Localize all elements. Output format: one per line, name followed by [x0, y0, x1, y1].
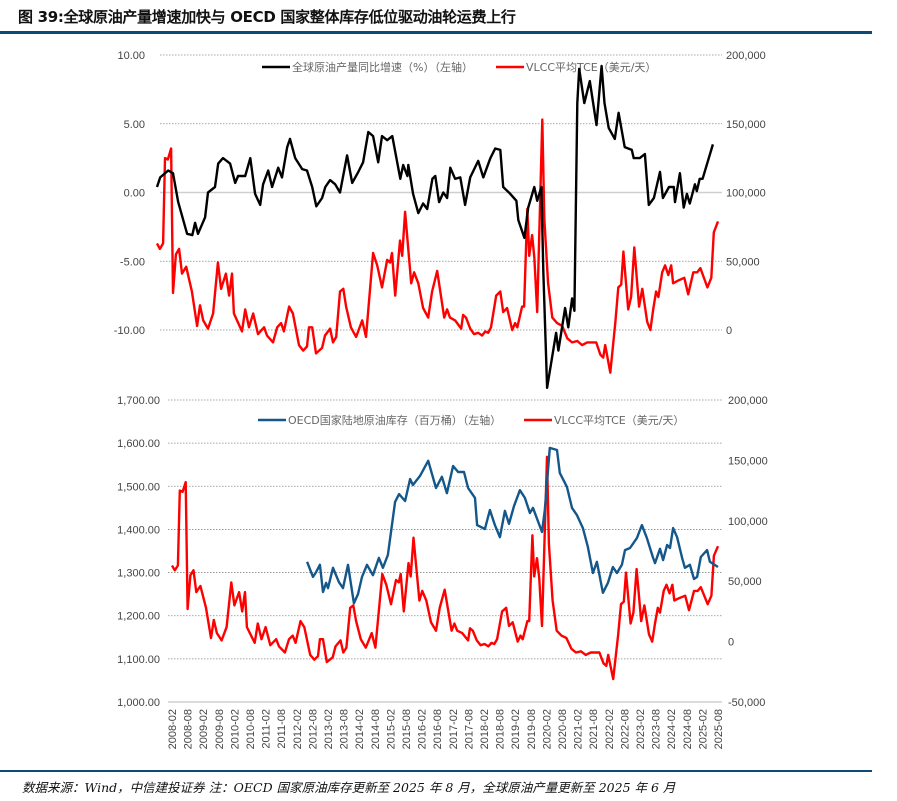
y-left-tick-label: 1,100.00	[117, 654, 160, 666]
x-tick-label: 2013-08	[339, 709, 351, 749]
x-tick-label: 2023-08	[651, 709, 663, 749]
x-tick-label: 2014-08	[370, 709, 382, 749]
x-tick-label: 2009-02	[198, 709, 210, 749]
y-left-tick-label: 5.00	[124, 119, 145, 131]
x-tick-label: 2018-02	[479, 709, 491, 749]
title-rule	[0, 31, 872, 34]
x-tick-label: 2024-02	[666, 709, 678, 749]
y-right-tick-label: 200,000	[728, 395, 768, 407]
x-tick-label: 2011-08	[276, 709, 288, 749]
x-tick-label: 2025-08	[713, 709, 725, 749]
x-tick-label: 2021-02	[573, 709, 585, 749]
y-left-tick-label: 1,200.00	[117, 611, 160, 623]
x-tick-label: 2020-02	[541, 709, 553, 749]
x-tick-label: 2010-02	[229, 709, 241, 749]
x-tick-label: 2016-08	[432, 709, 444, 749]
y-left-tick-label: 1,700.00	[117, 395, 160, 407]
x-tick-label: 2020-08	[557, 709, 569, 749]
y-left-tick-label: -10.00	[114, 325, 145, 337]
vlcc-tce-line	[155, 118, 720, 374]
x-tick-label: 2022-02	[604, 709, 616, 749]
y-right-tick-label: 200,000	[726, 50, 766, 62]
x-tick-label: 2015-02	[385, 709, 397, 749]
vlcc-tce-line	[170, 455, 720, 681]
y-right-tick-label: 50,000	[726, 256, 760, 268]
x-tick-label: 2022-08	[619, 709, 631, 749]
x-tick-label: 2012-02	[292, 709, 304, 749]
y-right-tick-label: -50,000	[728, 697, 765, 709]
oecd-inventory-line	[305, 446, 719, 605]
x-tick-label: 2025-02	[697, 709, 709, 749]
x-tick-label: 2008-08	[183, 709, 195, 749]
source-note: 数据来源：Wind，中信建投证券 注：OECD 国家原油库存更新至 2025 年…	[22, 780, 676, 795]
y-left-tick-label: 1,400.00	[117, 524, 160, 536]
y-left-tick-label: 10.00	[117, 50, 145, 62]
x-tick-label: 2009-08	[214, 709, 226, 749]
top-chart-production-vs-vlcc: 10.00 5.00 0.00 -5.00 -10.00 200,000 150,000 10…	[114, 50, 766, 389]
figure-title: 图 39:全球原油产量增速加快与 OECD 国家整体库存低位驱动油轮运费上行	[18, 8, 516, 26]
x-tick-label: 2019-02	[510, 709, 522, 749]
x-tick-label: 2011-02	[261, 709, 273, 749]
y-left-tick-label: 1,500.00	[117, 481, 160, 493]
bottom-chart-oecd-vs-vlcc: 1,700.00 1,600.00 1,500.00 1,400.00 1,300.00…	[117, 395, 768, 749]
x-tick-label: 2008-02	[167, 709, 179, 749]
y-left-tick-label: -5.00	[120, 256, 145, 268]
y-left-tick-label: 1,600.00	[117, 438, 160, 450]
x-tick-label: 2023-02	[635, 709, 647, 749]
footer-rule	[0, 770, 872, 772]
x-tick-label: 2021-08	[588, 709, 600, 749]
legend-label: 全球原油产量同比增速（%）（左轴）	[292, 60, 473, 74]
y-left-tick-label: 0.00	[124, 188, 145, 200]
y-left-tick-label: 1,000.00	[117, 697, 160, 709]
x-tick-label: 2018-08	[495, 709, 507, 749]
legend-label: VLCC平均TCE（美元/天）	[554, 414, 684, 427]
x-tick-label: 2012-08	[307, 709, 319, 749]
y-right-tick-label: 150,000	[726, 119, 766, 131]
y-right-tick-label: 0	[726, 325, 732, 337]
x-tick-label: 2024-08	[682, 709, 694, 749]
y-left-tick-label: 1,300.00	[117, 568, 160, 580]
legend-label: VLCC平均TCE（美元/天）	[526, 61, 656, 74]
x-tick-label: 2014-02	[354, 709, 366, 749]
x-tick-label: 2019-08	[526, 709, 538, 749]
x-tick-label: 2016-02	[417, 709, 429, 749]
x-tick-label: 2017-08	[463, 709, 475, 749]
x-tick-label: 2010-08	[245, 709, 257, 749]
legend-label: OECD国家陆地原油库存（百万桶）（左轴）	[288, 413, 501, 427]
x-tick-label: 2015-08	[401, 709, 413, 749]
y-right-tick-label: 100,000	[728, 516, 768, 528]
production-growth-line	[155, 64, 715, 389]
y-right-tick-label: 100,000	[726, 188, 766, 200]
y-right-tick-label: 150,000	[728, 455, 768, 467]
y-right-tick-label: 50,000	[728, 576, 762, 588]
x-tick-label: 2013-02	[323, 709, 335, 749]
x-tick-label: 2017-02	[448, 709, 460, 749]
y-right-tick-label: 0	[728, 637, 734, 649]
